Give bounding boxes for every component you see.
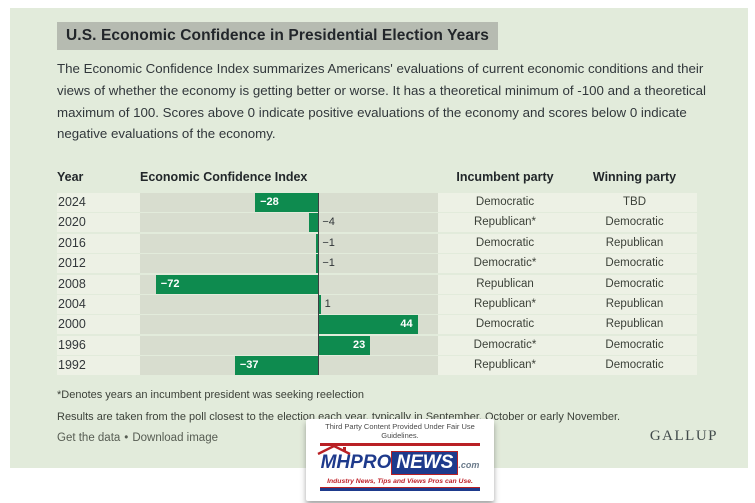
year-cell: 1996 (58, 337, 86, 352)
zero-axis-line (318, 193, 320, 376)
incumbent-party-cell: Republican* (473, 216, 536, 229)
chart-description: The Economic Confidence Index summarizes… (57, 61, 706, 142)
winning-party-cell: Republican (605, 297, 664, 310)
logo-news-text: NEWS (391, 451, 459, 475)
bar-track: −4 (140, 213, 438, 233)
table-row: 1996 23 Democratic* Democratic (57, 335, 697, 355)
column-header-winning: Winning party (592, 170, 677, 184)
winning-party-cell: Democratic (605, 359, 664, 372)
bar-value-label: −28 (260, 196, 279, 208)
winning-party-cell: Democratic (605, 257, 664, 270)
column-header-year: Year (57, 170, 84, 184)
bar-track: −72 (140, 274, 438, 294)
bar-track: −1 (140, 233, 438, 253)
winning-party-cell: Democratic (605, 338, 664, 351)
incumbent-party-cell: Republican* (473, 359, 536, 372)
confidence-bar (234, 356, 319, 376)
bar-value-label: 44 (400, 318, 413, 331)
bar-value-label: −1 (322, 236, 335, 249)
bar-track: 1 (140, 294, 438, 314)
bar-value-label: 23 (353, 338, 366, 351)
confidence-bar (155, 274, 319, 294)
incumbent-party-cell: Democratic* (473, 338, 537, 351)
table-row: 2000 44 Democratic Republican (57, 315, 697, 335)
bar-value-label: −37 (239, 359, 259, 372)
table-row: 2020 −4 Republican* Democratic (57, 213, 697, 233)
confidence-bar (316, 233, 319, 253)
year-cell: 2000 (58, 317, 86, 332)
winning-party-cell: TBD (623, 196, 646, 208)
winning-party-cell: Republican (605, 236, 664, 249)
roof-icon (317, 445, 351, 455)
gallup-logo: GALLUP (649, 428, 718, 444)
mhpronews-logo: MHPRO NEWS .com (306, 445, 494, 476)
table-row: 2004 1 Republican* Republican (57, 294, 697, 314)
bar-track: −37 (140, 356, 438, 376)
year-cell: 2008 (58, 276, 86, 291)
incumbent-party-cell: Democratic (475, 318, 535, 331)
confidence-bar (318, 335, 371, 355)
confidence-bar (318, 315, 418, 335)
link-separator: • (124, 432, 129, 444)
year-cell: 2024 (58, 195, 86, 209)
confidence-bar (316, 254, 319, 274)
table-row: 2008 −72 Republican Democratic (57, 274, 697, 294)
column-header-incumbent: Incumbent party (456, 170, 554, 184)
winning-party-cell: Democratic (605, 216, 664, 229)
third-party-content-box: Third Party Content Provided Under Fair … (306, 419, 494, 501)
incumbent-party-cell: Democratic (475, 196, 535, 208)
bar-value-label: −72 (160, 277, 180, 290)
year-cell: 1992 (58, 358, 86, 373)
page-title: U.S. Economic Confidence in Presidential… (57, 22, 498, 50)
fair-use-note: Third Party Content Provided Under Fair … (325, 422, 475, 440)
column-header-index: Economic Confidence Index (140, 170, 308, 184)
bar-value-label: 1 (324, 297, 331, 310)
confidence-table: Year Economic Confidence Index Incumbent… (57, 170, 697, 377)
year-cell: 2020 (58, 215, 86, 230)
year-cell: 2016 (58, 235, 86, 250)
get-the-data-link[interactable]: Get the data (57, 432, 121, 444)
bar-track: −28 (140, 193, 438, 212)
logo-com-text: .com (458, 460, 480, 470)
confidence-bar (309, 213, 319, 233)
incumbent-party-cell: Democratic (475, 236, 535, 249)
year-cell: 2012 (58, 256, 86, 271)
bar-track: 23 (140, 335, 438, 355)
table-row: 1992 −37 Republican* Democratic (57, 356, 697, 376)
bar-track: 44 (140, 315, 438, 335)
logo-rule-bottom (320, 487, 480, 491)
footer-links: Get the data • Download image (57, 432, 218, 444)
logo-rule-top (320, 443, 480, 446)
incumbent-party-cell: Republican (476, 277, 534, 290)
bar-track: −1 (140, 254, 438, 274)
logo-mh-text: MH (317, 445, 350, 473)
incumbent-party-cell: Republican* (473, 297, 536, 310)
footnote-reelection: *Denotes years an incumbent president wa… (57, 389, 364, 401)
confidence-bar (255, 193, 319, 212)
incumbent-party-cell: Democratic* (473, 257, 537, 270)
year-cell: 2004 (58, 296, 86, 311)
logo-tagline: Industry News, Tips and Views Pros can U… (327, 478, 473, 485)
table-row: 2012 −1 Democratic* Democratic (57, 254, 697, 274)
table-header-row: Year Economic Confidence Index Incumbent… (57, 170, 697, 187)
bar-value-label: −1 (322, 257, 335, 270)
bar-value-label: −4 (322, 216, 335, 229)
table-row: 2024 −28 Democratic TBD (57, 193, 697, 212)
chart-panel: U.S. Economic Confidence in Presidential… (10, 8, 748, 468)
logo-pro-text: PRO (350, 452, 392, 473)
confidence-bar (318, 294, 321, 314)
table-body: 2024 −28 Democratic TBD 2020 −4 Republican* Dem… (57, 193, 697, 376)
winning-party-cell: Republican (605, 318, 664, 331)
download-image-link[interactable]: Download image (132, 432, 218, 444)
winning-party-cell: Democratic (605, 277, 664, 290)
table-row: 2016 −1 Democratic Republican (57, 233, 697, 253)
